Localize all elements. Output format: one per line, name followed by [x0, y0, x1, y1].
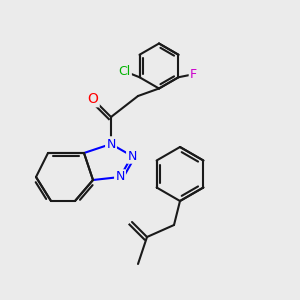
Text: N: N	[106, 137, 116, 151]
Text: F: F	[190, 68, 197, 81]
Text: O: O	[88, 92, 98, 106]
Text: N: N	[115, 170, 125, 184]
Text: Cl: Cl	[118, 65, 130, 78]
Text: N: N	[127, 149, 137, 163]
